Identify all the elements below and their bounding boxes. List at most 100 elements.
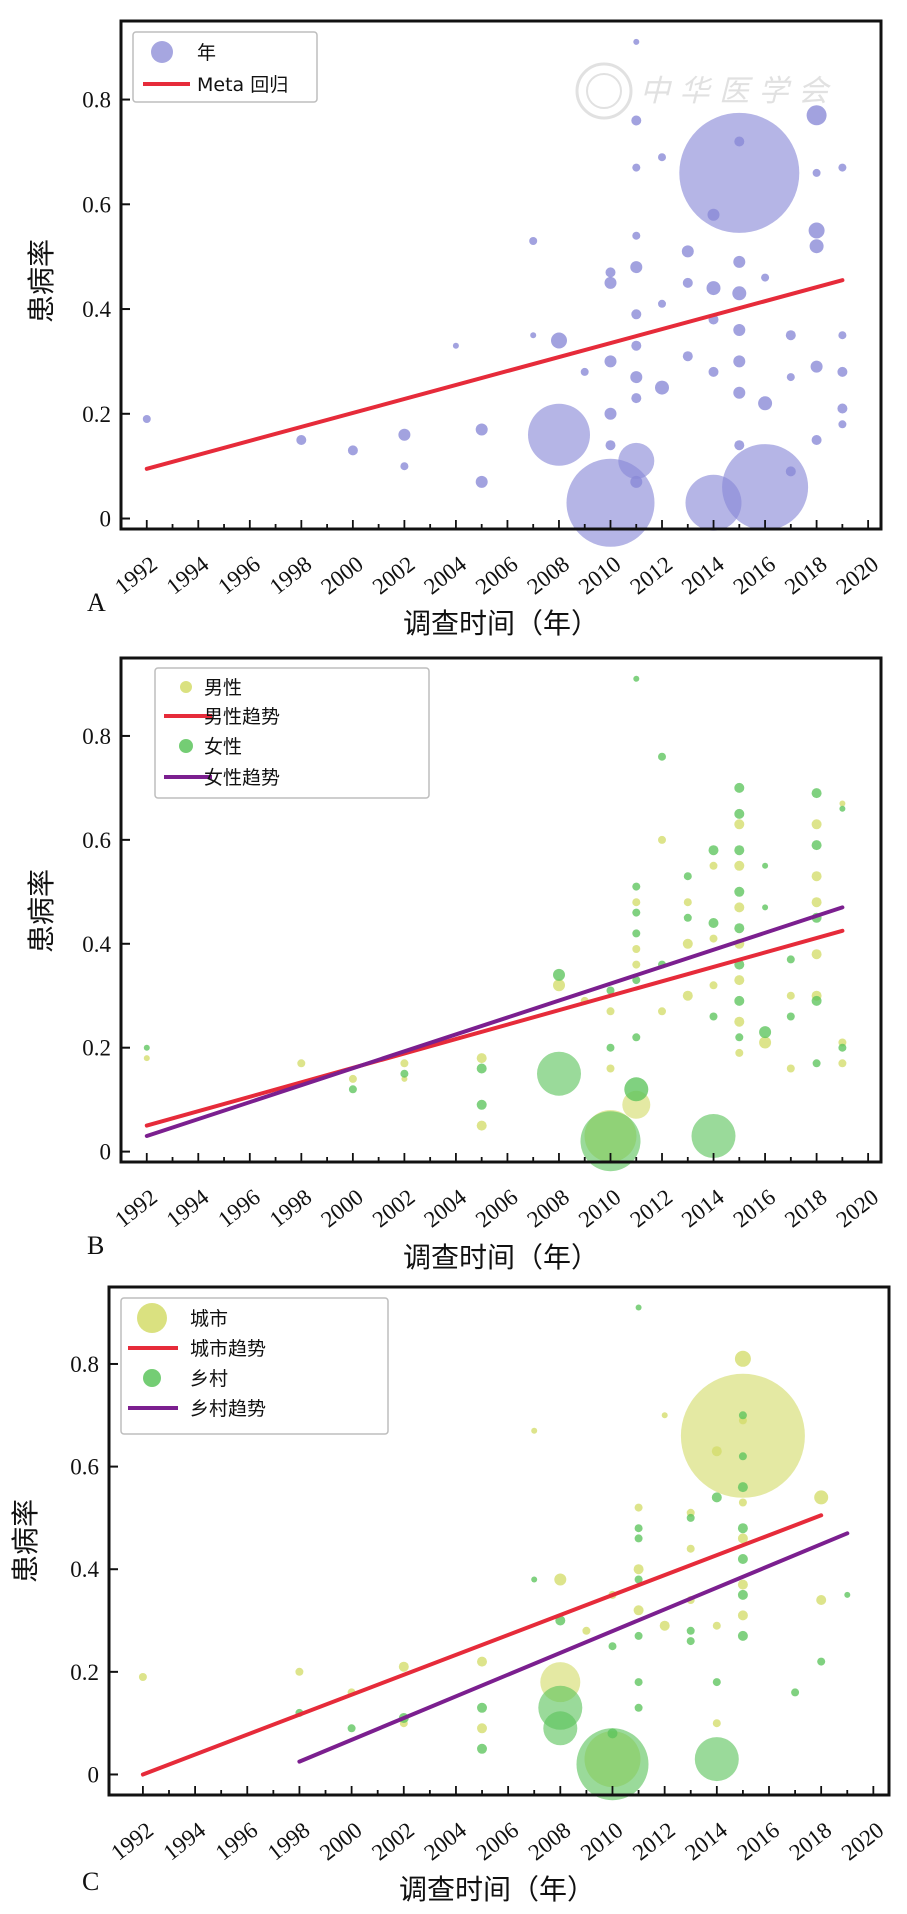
data-point [786,1064,795,1073]
x-tick-label: 1996 [211,1817,263,1865]
data-point [683,898,692,907]
data-point [838,420,847,429]
panel-c-label: C [82,1867,99,1896]
data-point [658,299,666,308]
data-point [576,1728,649,1801]
panel-c-plot [138,1304,851,1801]
y-tick-label: 0.2 [82,402,111,427]
data-point [712,1678,721,1687]
data-point [477,1702,487,1713]
legend-box [154,667,430,799]
panel-c-frame [107,1285,891,1797]
data-point [138,1673,147,1681]
x-tick-label: 2006 [471,1184,523,1232]
data-point [733,255,746,268]
data-point [811,435,822,445]
data-point [786,373,795,382]
x-tick-label: 2000 [315,1817,367,1865]
x-tick-label: 1998 [265,1184,317,1232]
panel-a-x-ticks: 1992 1994 1996 1998 2000 2002 2004 2006 2008 2010… [110,520,883,599]
data-point [604,355,617,368]
data-point [631,340,642,351]
data-point [553,968,565,981]
data-point [553,979,565,992]
data-point [632,163,641,172]
data-point [786,991,795,1000]
data-point [786,955,795,964]
data-point [475,475,488,488]
data-point [785,330,796,341]
legend-label: 男性 [204,677,242,699]
legend-bubble-icon [143,1369,161,1387]
panel-b-legend: 男性 男性趋势 女性 女性趋势 [154,667,430,799]
data-point [811,871,822,882]
legend-bubble-icon [179,739,193,753]
data-point [606,1007,615,1016]
panel-a-x-axis-label: 调查时间（年） [403,607,599,640]
x-tick-label: 2012 [625,1184,677,1232]
panel-c-y-ticks: 0 0.2 0.4 0.6 0.8 [70,1352,118,1787]
x-tick-label: 1996 [213,1184,265,1232]
x-tick-label: 2008 [524,1817,576,1865]
data-point [694,1737,739,1782]
data-point [398,1661,409,1672]
x-tick-label: 2020 [832,1184,884,1232]
data-point [297,1059,306,1068]
x-tick-label: 2014 [677,551,729,599]
panel-a-y-axis-label: 患病率 [25,239,58,323]
data-point [722,444,809,531]
data-point [733,355,746,368]
data-point [634,1703,643,1712]
data-point [554,1573,567,1586]
data-point [709,1012,718,1021]
data-point [634,1503,643,1512]
watermark-seal-icon [575,62,633,120]
data-point [633,1564,644,1575]
data-point [733,386,746,399]
data-point [476,1063,487,1074]
x-tick-label: 2018 [785,1817,837,1865]
x-tick-label: 2004 [419,551,471,599]
data-point [634,1575,643,1584]
data-point [737,1523,748,1534]
data-point [734,975,745,986]
data-point [630,475,643,488]
data-point [661,1412,668,1419]
x-tick-label: 2006 [471,551,523,599]
panel-a-plot [142,38,848,547]
legend-label: 城市 [190,1308,228,1330]
data-point [712,1621,721,1630]
trend-line [297,1531,850,1764]
data-point [529,237,538,245]
data-point [737,1610,748,1621]
data-point [400,462,409,471]
panel-c-y-axis-label: 患病率 [9,1499,42,1583]
y-tick-label: 0.2 [70,1660,99,1685]
x-tick-label: 1998 [263,1817,315,1865]
data-point [608,1642,617,1651]
y-tick-label: 0.4 [70,1557,99,1582]
data-point [537,1051,581,1096]
panel-c-x-ticks: 1992 1994 1996 1998 2000 2002 2004 2006 2008 2010… [106,1786,888,1865]
x-tick-label: 2018 [780,1184,832,1232]
data-point [655,380,669,395]
data-point [708,845,719,856]
data-point [477,1723,487,1734]
x-tick-label: 2002 [367,1817,419,1865]
data-point [817,1657,826,1666]
data-point [475,423,488,436]
panel-a-frame [119,19,883,531]
x-tick-label: 2002 [368,551,420,599]
panel-a: 00.20.40.60.8 1992 1994 1996 1998 2000 2002 20… [25,19,883,640]
x-tick-label: 2012 [625,551,677,599]
data-point [809,239,824,254]
data-point [143,1044,150,1051]
x-tick-label: 2010 [576,1817,628,1865]
x-tick-label: 2014 [677,1184,729,1232]
data-point [737,1579,748,1590]
data-point [733,324,746,336]
data-point [738,1498,747,1507]
data-point [785,466,796,477]
data-point [806,105,827,126]
